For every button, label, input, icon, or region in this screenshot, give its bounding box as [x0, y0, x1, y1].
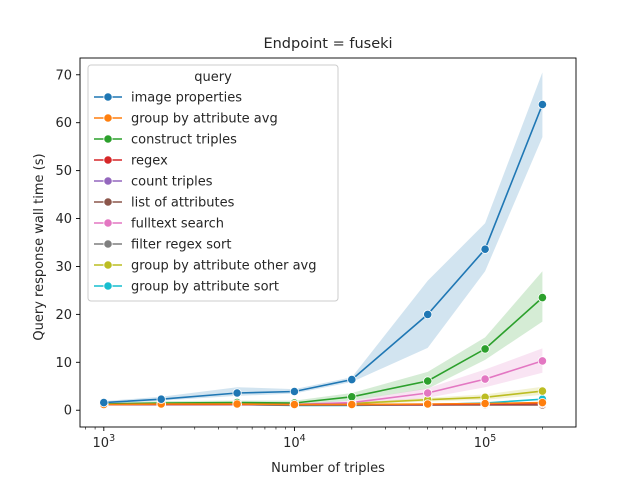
series-line-1 — [103, 401, 543, 406]
series-line-0 — [103, 104, 544, 404]
data-point-0-1 — [156, 394, 166, 404]
data-point-2-6 — [480, 344, 490, 354]
legend-label-5: list of attributes — [131, 196, 235, 211]
data-point-1-4 — [347, 399, 357, 410]
series-markers — [99, 99, 548, 410]
data-point-6-5 — [423, 388, 433, 398]
data-point-1-6 — [480, 398, 490, 409]
x-axis-label: Number of triples — [271, 461, 385, 476]
data-point-0-0 — [99, 397, 109, 408]
y-tick-label-0: 0 — [64, 404, 72, 419]
legend-marker-3 — [103, 155, 113, 165]
data-point-0-5 — [423, 309, 433, 319]
data-point-2-7 — [537, 292, 548, 303]
legend-marker-1 — [103, 113, 113, 123]
legend-marker-7 — [103, 239, 113, 249]
legend-marker-2 — [103, 134, 113, 144]
legend-label-1: group by attribute avg — [131, 112, 278, 127]
legend-label-3: regex — [131, 154, 168, 169]
data-point-1-3 — [289, 399, 299, 410]
data-point-6-6 — [480, 374, 490, 384]
legend-label-6: fulltext search — [131, 217, 224, 232]
chart-title: Endpoint = fuseki — [263, 36, 392, 52]
data-point-6-7 — [537, 356, 548, 366]
legend-title: query — [194, 70, 232, 85]
ci-band-2 — [103, 271, 543, 405]
y-tick-label-6: 60 — [55, 116, 72, 131]
legend-label-4: count triples — [131, 175, 213, 190]
legend-marker-8 — [103, 260, 113, 270]
legend-marker-0 — [103, 92, 113, 102]
data-point-2-4 — [347, 392, 357, 402]
data-point-1-2 — [232, 399, 242, 409]
legend-marker-6 — [103, 218, 113, 228]
data-point-1-7 — [537, 397, 548, 408]
legend-marker-5 — [103, 197, 113, 207]
legend: query image properties group by attribute … — [87, 64, 339, 302]
ci-band-0 — [103, 72, 543, 404]
series-line-2 — [103, 297, 543, 405]
y-tick-label-4: 40 — [55, 212, 72, 227]
data-point-0-6 — [480, 244, 490, 254]
data-point-2-5 — [423, 376, 433, 386]
y-tick-label-3: 30 — [55, 260, 72, 275]
legend-box — [87, 64, 339, 302]
legend-marker-9 — [103, 281, 113, 291]
legend-label-7: filter regex sort — [131, 238, 231, 253]
data-point-0-4 — [347, 374, 357, 385]
data-point-1-5 — [423, 399, 433, 409]
series-lines — [103, 104, 544, 407]
y-tick-label-5: 50 — [55, 164, 72, 179]
legend-marker-4 — [103, 176, 113, 186]
legend-label-8: group by attribute other avg — [131, 259, 316, 274]
y-tick-label-1: 10 — [55, 356, 72, 371]
ci-band-8 — [103, 386, 543, 406]
data-point-0-3 — [289, 386, 299, 397]
data-point-0-2 — [232, 388, 242, 398]
y-tick-label-7: 70 — [55, 68, 72, 83]
legend-label-2: construct triples — [131, 133, 237, 148]
legend-label-0: image properties — [131, 91, 242, 106]
plot-frame — [79, 57, 577, 428]
y-tick-label-2: 20 — [55, 308, 72, 323]
data-point-0-7 — [537, 99, 548, 110]
data-point-8-7 — [537, 386, 548, 396]
y-axis-label: Query response wall time (s) — [32, 153, 47, 340]
legend-label-9: group by attribute sort — [131, 280, 279, 295]
